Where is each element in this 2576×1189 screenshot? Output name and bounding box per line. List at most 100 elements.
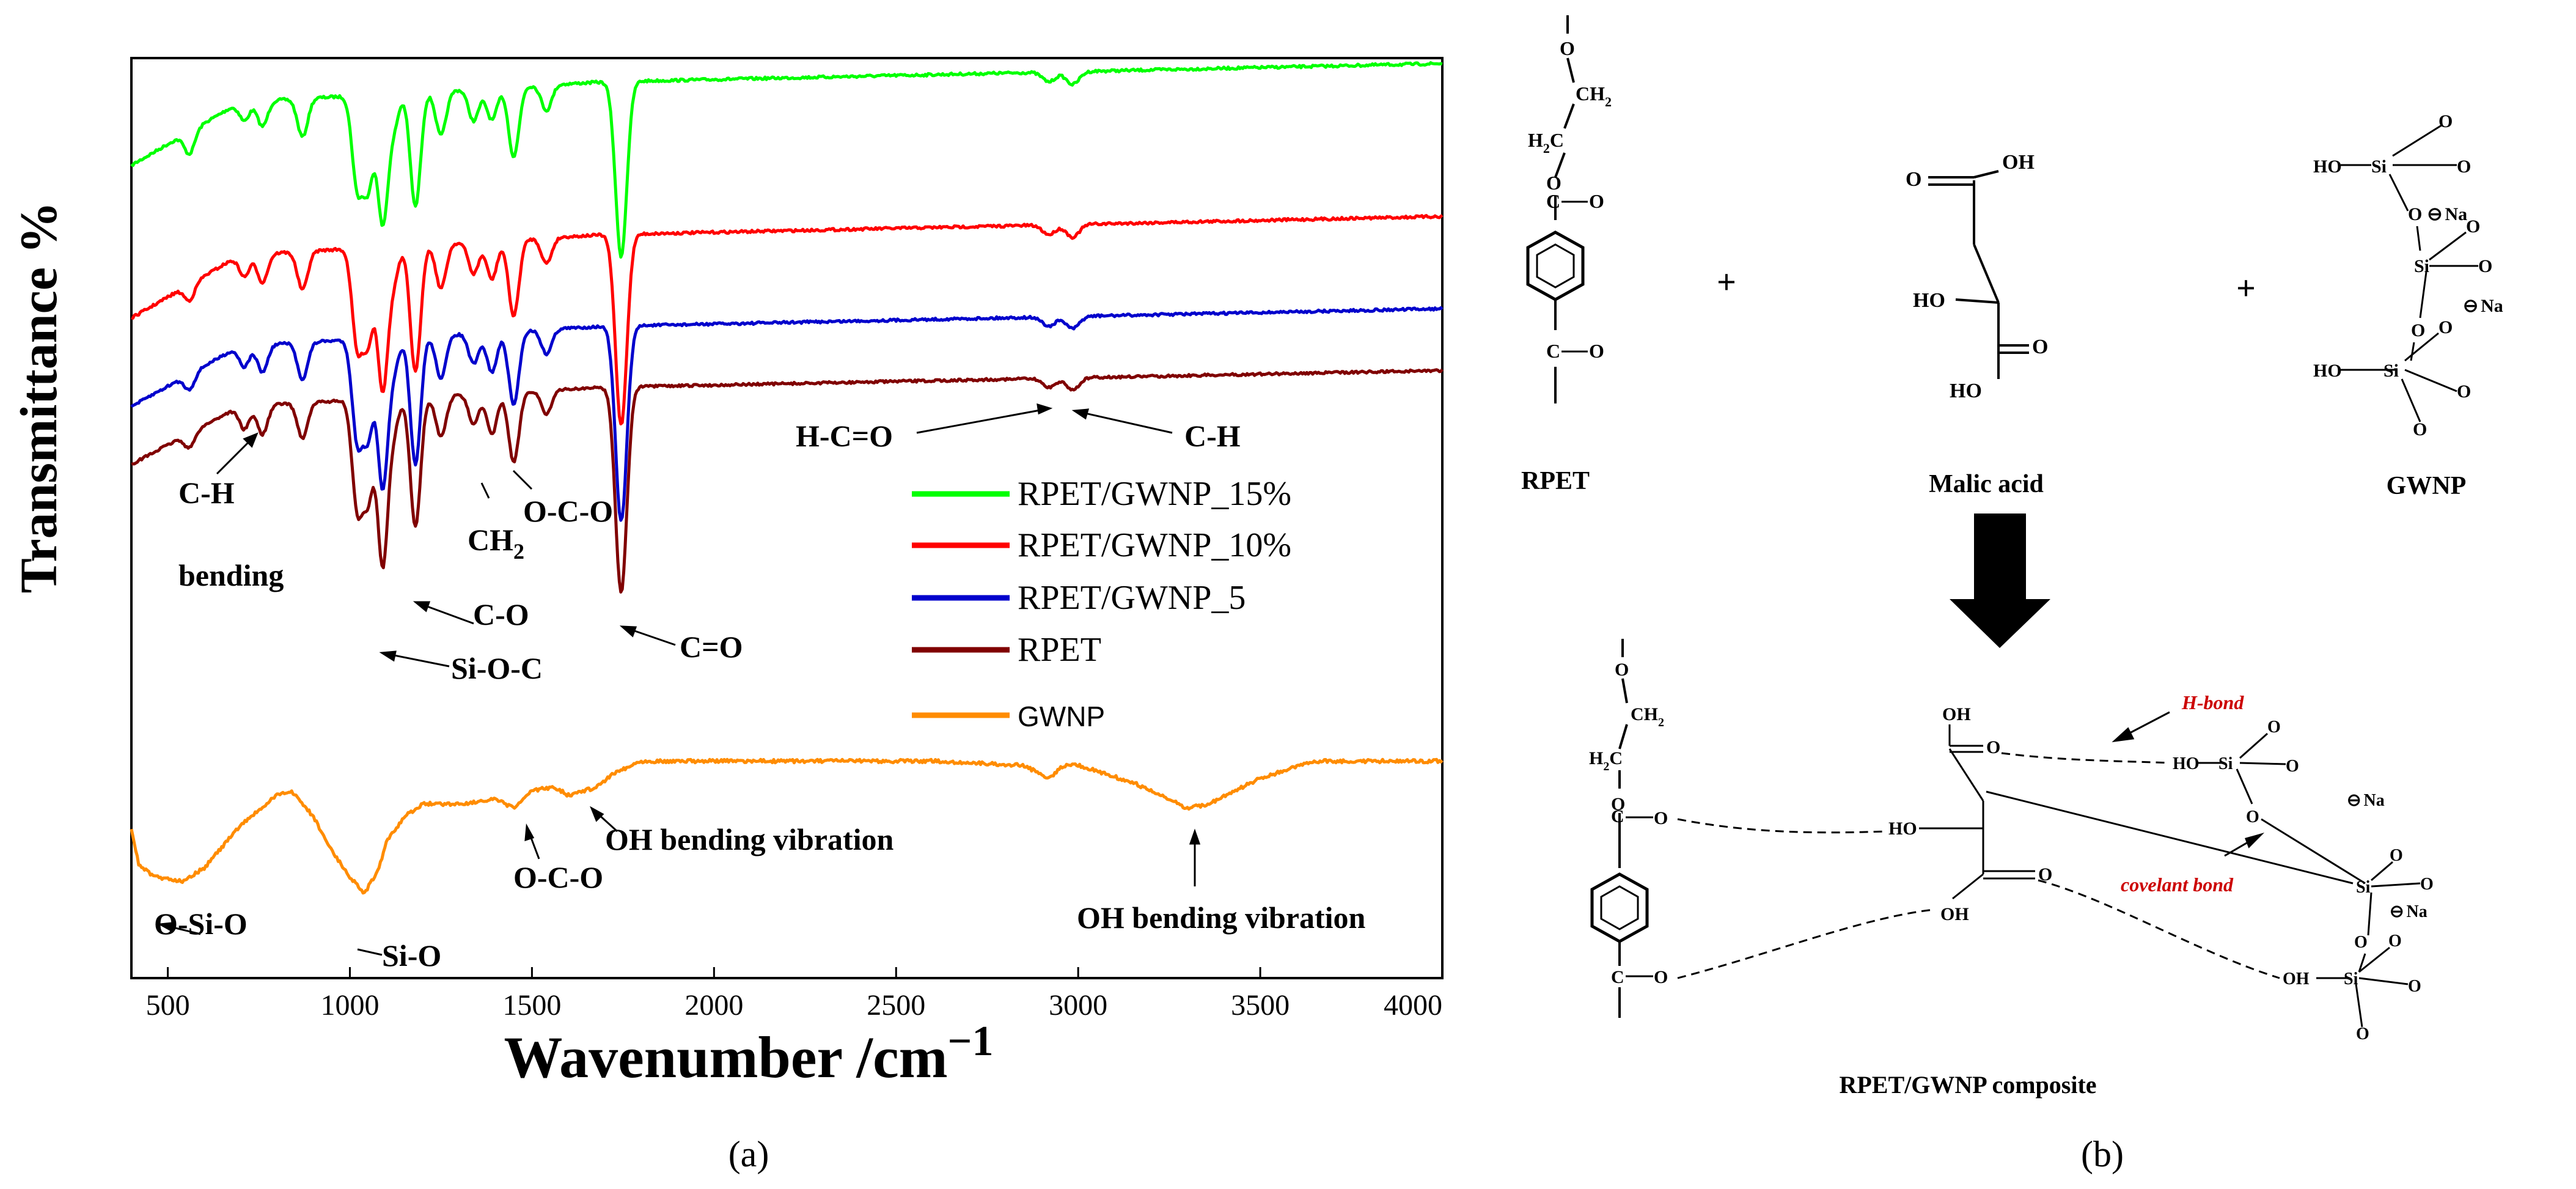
svg-text:OH: OH [2002, 151, 2035, 174]
svg-text:HO: HO [2313, 156, 2342, 177]
svg-text:O: O [2408, 977, 2421, 996]
svg-text:⊖Na: ⊖ Na [2347, 791, 2385, 810]
covalent-bond-label: covelant bond [2121, 874, 2234, 896]
svg-text:O: O [1615, 660, 1629, 680]
legend-label: RPET/GWNP_10% [1018, 526, 1291, 564]
svg-text:OH: OH [2283, 970, 2310, 988]
svg-text:HO: HO [2173, 754, 2200, 773]
co-label: C-O [473, 597, 529, 631]
svg-text:O: O [1654, 808, 1668, 828]
svg-text:O: O [1654, 967, 1668, 987]
composite-carbonyls [1626, 816, 1653, 977]
svg-text:O⊖Na: O ⊖ Na [2408, 204, 2467, 224]
oco-bottom-label: O-C-O [513, 860, 603, 894]
plot-frame [130, 57, 1444, 979]
hco-arrowhead [1037, 403, 1053, 415]
bond-arrows [2112, 711, 2265, 857]
svg-text:Si: Si [2383, 361, 2399, 381]
svg-text:HO: HO [1950, 380, 1982, 402]
rpet-atoms: O CH2 H2C O C O C O [1528, 37, 1612, 362]
hco-label: H-C=O [796, 419, 893, 453]
svg-text:O: O [2438, 111, 2453, 131]
co-arrowhead [413, 601, 431, 613]
svg-text:O: O [2246, 808, 2259, 826]
gwnp-label: GWNP [2387, 472, 2467, 500]
ch-bending-label-2: bending [178, 558, 284, 592]
svg-text:HO: HO [1913, 289, 1945, 312]
series-line-3 [131, 368, 1444, 594]
bond-labels: H-bond covelant bond [2121, 691, 2244, 896]
svg-text:C: C [1611, 806, 1624, 826]
oco-top-arrow [512, 469, 533, 490]
ch2-label: CH2 [468, 523, 524, 564]
svg-text:O: O [1546, 172, 1561, 194]
reaction-scheme: O CH2 H2C O C O C O RPET + + O O [1521, 15, 2503, 1174]
oco-bottom-arrowhead [524, 823, 535, 842]
svg-text:CH2: CH2 [1576, 83, 1612, 109]
oh-bend-2-arrowhead [1189, 828, 1201, 845]
svg-text:Si: Si [2356, 878, 2371, 897]
series-line-4 [130, 757, 1444, 895]
svg-text:Si: Si [2371, 156, 2387, 177]
legend-label: RPET/GWNP_15% [1018, 475, 1291, 513]
svg-text:HO: HO [1888, 819, 1917, 839]
series-line-0 [130, 61, 1443, 259]
annotations [157, 403, 1201, 956]
ftir-chart: 500 1000 1500 2000 2500 3000 3500 4000 Transmit… [9, 57, 1444, 1174]
svg-text:H2C: H2C [1528, 129, 1564, 156]
composite-gwnp [2197, 732, 2421, 1028]
legend-label: RPET [1018, 631, 1101, 669]
svg-text:O: O [2267, 718, 2281, 737]
h-bond-dashes [1677, 752, 2280, 979]
x-tick-label: 3500 [1231, 989, 1290, 1022]
oco-top-label: O-C-O [523, 494, 613, 528]
reaction-arrow [1950, 514, 2050, 648]
composite-label: RPET/GWNP composite [1839, 1071, 2096, 1099]
plus-1: + [1717, 263, 1736, 301]
svg-text:O: O [2438, 317, 2453, 337]
composite-gwnp-atoms: HO Si O O O Si O O O OH Si O O O ⊖ Na ⊖ Na [2173, 718, 2434, 1044]
series-line-1 [131, 214, 1444, 425]
sio-label: Si-O [382, 938, 441, 973]
svg-text:CH2: CH2 [1631, 704, 1664, 729]
svg-text:O: O [2413, 419, 2427, 440]
x-tick-label: 1500 [502, 989, 561, 1022]
svg-text:H2C: H2C [1589, 748, 1623, 773]
x-tick-label: 4000 [1384, 989, 1442, 1022]
svg-text:C: C [1546, 340, 1560, 362]
gwnp-structure [2341, 124, 2478, 422]
ch2-arrow [480, 482, 490, 499]
composite-malic [1919, 724, 2035, 900]
panel-a-label: (a) [728, 1134, 769, 1174]
legend-label: GWNP [1018, 701, 1105, 732]
svg-text:O: O [1906, 168, 1921, 191]
svg-text:O: O [2388, 932, 2402, 951]
sio-arrow [357, 948, 383, 956]
svg-text:O: O [1611, 794, 1625, 814]
svg-text:O: O [2478, 256, 2492, 276]
oh-bend-1-label: OH bending vibration [605, 822, 894, 856]
svg-text:⊖Na: ⊖ Na [2390, 902, 2427, 921]
covalent-lines [1986, 790, 2354, 885]
x-tick-label: 3000 [1049, 989, 1107, 1022]
svg-text:O: O [2356, 1025, 2369, 1044]
svg-text:C: C [1611, 967, 1624, 987]
sioc-label: Si-O-C [451, 651, 543, 685]
ch-bending-arrowhead [243, 432, 259, 448]
svg-text:HO: HO [2313, 361, 2342, 381]
oh-bend-2-label: OH bending vibration [1077, 900, 1366, 935]
svg-text:O: O [2457, 381, 2471, 402]
x-axis-label: Wavenumber /cm−1 [504, 1018, 993, 1090]
ch-label: C-H [1184, 419, 1241, 453]
svg-text:Si: Si [2218, 754, 2233, 773]
svg-text:O: O [2032, 336, 2048, 358]
hco-arrow [916, 407, 1051, 434]
h-bond-label: H-bond [2181, 691, 2244, 713]
c-eq-o-label: C=O [680, 630, 743, 664]
x-tick-label: 2500 [867, 989, 925, 1022]
svg-text:Si: Si [2344, 970, 2358, 988]
series-lines [130, 61, 1444, 895]
svg-text:O: O [2457, 156, 2471, 177]
rpet-label: RPET [1521, 467, 1590, 495]
